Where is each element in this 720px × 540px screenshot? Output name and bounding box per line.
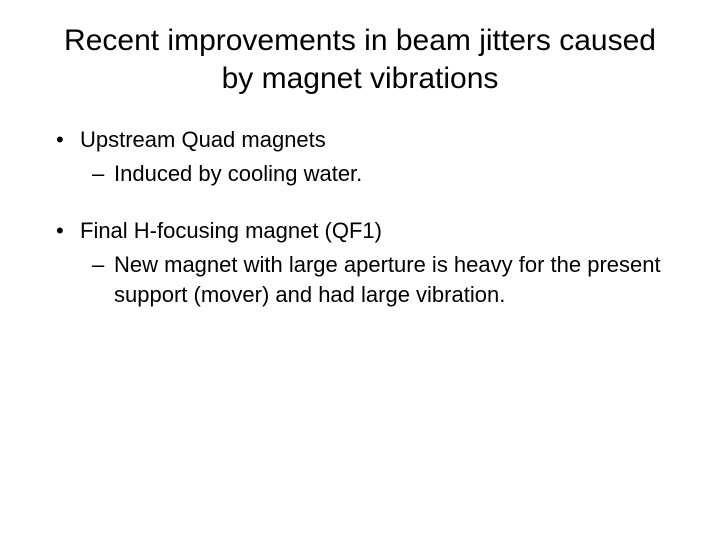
list-item-label: New magnet with large aperture is heavy … <box>114 252 661 307</box>
list-item: Induced by cooling water. <box>80 159 670 189</box>
list-item: Upstream Quad magnets Induced by cooling… <box>50 125 670 188</box>
bullet-list: Upstream Quad magnets Induced by cooling… <box>50 125 670 309</box>
sub-list: Induced by cooling water. <box>80 159 670 189</box>
list-item-label: Upstream Quad magnets <box>80 127 326 152</box>
slide-title: Recent improvements in beam jitters caus… <box>0 0 720 107</box>
slide: Recent improvements in beam jitters caus… <box>0 0 720 540</box>
list-item-label: Final H-focusing magnet (QF1) <box>80 218 382 243</box>
list-item: New magnet with large aperture is heavy … <box>80 250 670 309</box>
slide-body: Upstream Quad magnets Induced by cooling… <box>0 107 720 309</box>
list-item: Final H-focusing magnet (QF1) New magnet… <box>50 216 670 309</box>
sub-list: New magnet with large aperture is heavy … <box>80 250 670 309</box>
title-line-2: by magnet vibrations <box>222 62 499 95</box>
title-line-1: Recent improvements in beam jitters caus… <box>64 24 656 57</box>
list-item-label: Induced by cooling water. <box>114 161 362 186</box>
